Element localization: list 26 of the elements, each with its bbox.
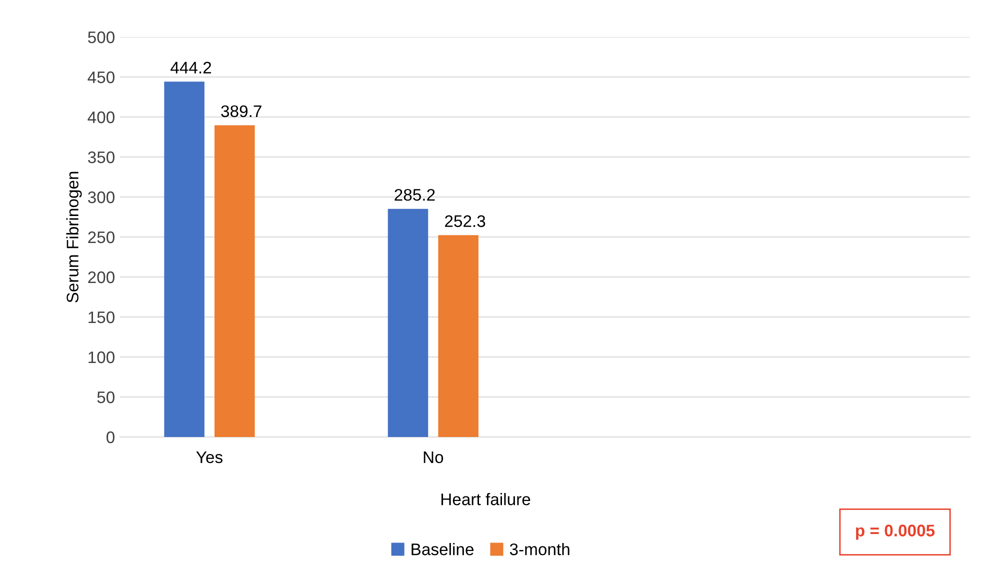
bar xyxy=(214,125,255,437)
x-tick-label: No xyxy=(424,452,444,464)
y-tick-label: 300 xyxy=(88,191,114,204)
data-label: 252.3 xyxy=(445,215,486,228)
y-tick-label: 150 xyxy=(88,311,114,324)
legend-label: 3-month xyxy=(510,543,570,556)
data-label: 444.2 xyxy=(170,62,212,74)
bar xyxy=(164,82,204,437)
y-axis-title: Serum Fibrinogen xyxy=(66,172,82,302)
text: p = 0.0005 xyxy=(856,524,935,540)
y-tick-label: 350 xyxy=(88,151,114,164)
x-tick-label: Yes xyxy=(196,452,222,464)
y-tick-label: 0 xyxy=(106,431,114,444)
y-tick-label: 450 xyxy=(88,71,114,84)
data-label: 389.7 xyxy=(221,105,262,118)
legend-label: Baseline xyxy=(412,543,474,556)
y-tick-label: 250 xyxy=(88,231,114,244)
bar xyxy=(438,235,478,437)
y-tick-label: 50 xyxy=(97,391,114,404)
x-axis-title: Heart failure xyxy=(441,493,530,506)
y-tick-label: 200 xyxy=(88,271,114,284)
y-tick-label: 100 xyxy=(88,351,114,364)
data-label: 285.2 xyxy=(394,188,435,201)
bar xyxy=(388,208,428,437)
y-tick-label: 400 xyxy=(88,111,114,124)
y-tick-label: 500 xyxy=(88,31,114,44)
